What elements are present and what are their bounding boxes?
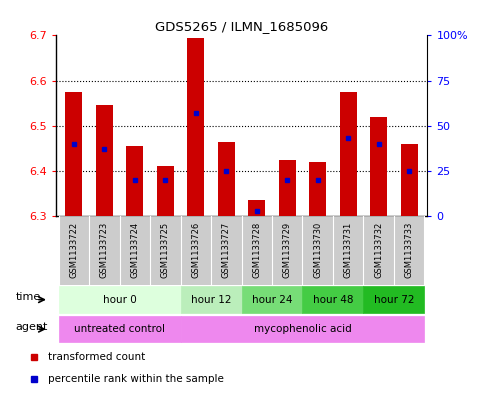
Bar (340, 92, 356, 216)
Text: mycophenolic acid: mycophenolic acid (254, 324, 351, 334)
Bar (181, 216, 211, 285)
Text: hour 12: hour 12 (191, 295, 231, 305)
Bar (242, 216, 272, 285)
Text: transformed count: transformed count (48, 351, 145, 362)
Bar (370, 117, 387, 216)
Text: time: time (15, 292, 41, 302)
Bar (58, 286, 181, 313)
Text: hour 72: hour 72 (374, 295, 414, 305)
Bar (187, 38, 204, 216)
Bar (272, 216, 302, 285)
Text: GSM1133729: GSM1133729 (283, 222, 292, 278)
Text: GSM1133731: GSM1133731 (344, 222, 353, 278)
Text: GSM1133730: GSM1133730 (313, 222, 322, 278)
Bar (96, 105, 113, 216)
Bar (181, 316, 425, 342)
Bar (181, 286, 242, 313)
Bar (302, 286, 363, 313)
Text: GSM1133724: GSM1133724 (130, 222, 139, 278)
Title: GDS5265 / ILMN_1685096: GDS5265 / ILMN_1685096 (155, 20, 328, 33)
Text: GSM1133726: GSM1133726 (191, 222, 200, 278)
Bar (394, 216, 425, 285)
Text: GSM1133733: GSM1133733 (405, 222, 413, 278)
Bar (363, 216, 394, 285)
Bar (58, 316, 181, 342)
Text: GSM1133722: GSM1133722 (70, 222, 78, 278)
Bar (242, 286, 302, 313)
Bar (302, 216, 333, 285)
Bar (66, 92, 82, 216)
Bar (150, 216, 181, 285)
Bar (120, 216, 150, 285)
Text: hour 0: hour 0 (103, 295, 136, 305)
Text: GSM1133727: GSM1133727 (222, 222, 231, 278)
Text: agent: agent (15, 322, 48, 332)
Bar (157, 167, 174, 216)
Bar (127, 146, 143, 216)
Bar (279, 160, 296, 216)
Text: GSM1133723: GSM1133723 (100, 222, 109, 278)
Bar (248, 200, 265, 216)
Bar (363, 286, 425, 313)
Text: hour 48: hour 48 (313, 295, 353, 305)
Text: untreated control: untreated control (74, 324, 165, 334)
Bar (58, 216, 89, 285)
Bar (218, 141, 235, 216)
Bar (309, 162, 326, 216)
Text: percentile rank within the sample: percentile rank within the sample (48, 374, 224, 384)
Bar (211, 216, 242, 285)
Bar (401, 144, 417, 216)
Text: GSM1133728: GSM1133728 (252, 222, 261, 278)
Bar (89, 216, 120, 285)
Text: GSM1133732: GSM1133732 (374, 222, 383, 278)
Text: hour 24: hour 24 (252, 295, 292, 305)
Bar (333, 216, 363, 285)
Text: GSM1133725: GSM1133725 (161, 222, 170, 278)
